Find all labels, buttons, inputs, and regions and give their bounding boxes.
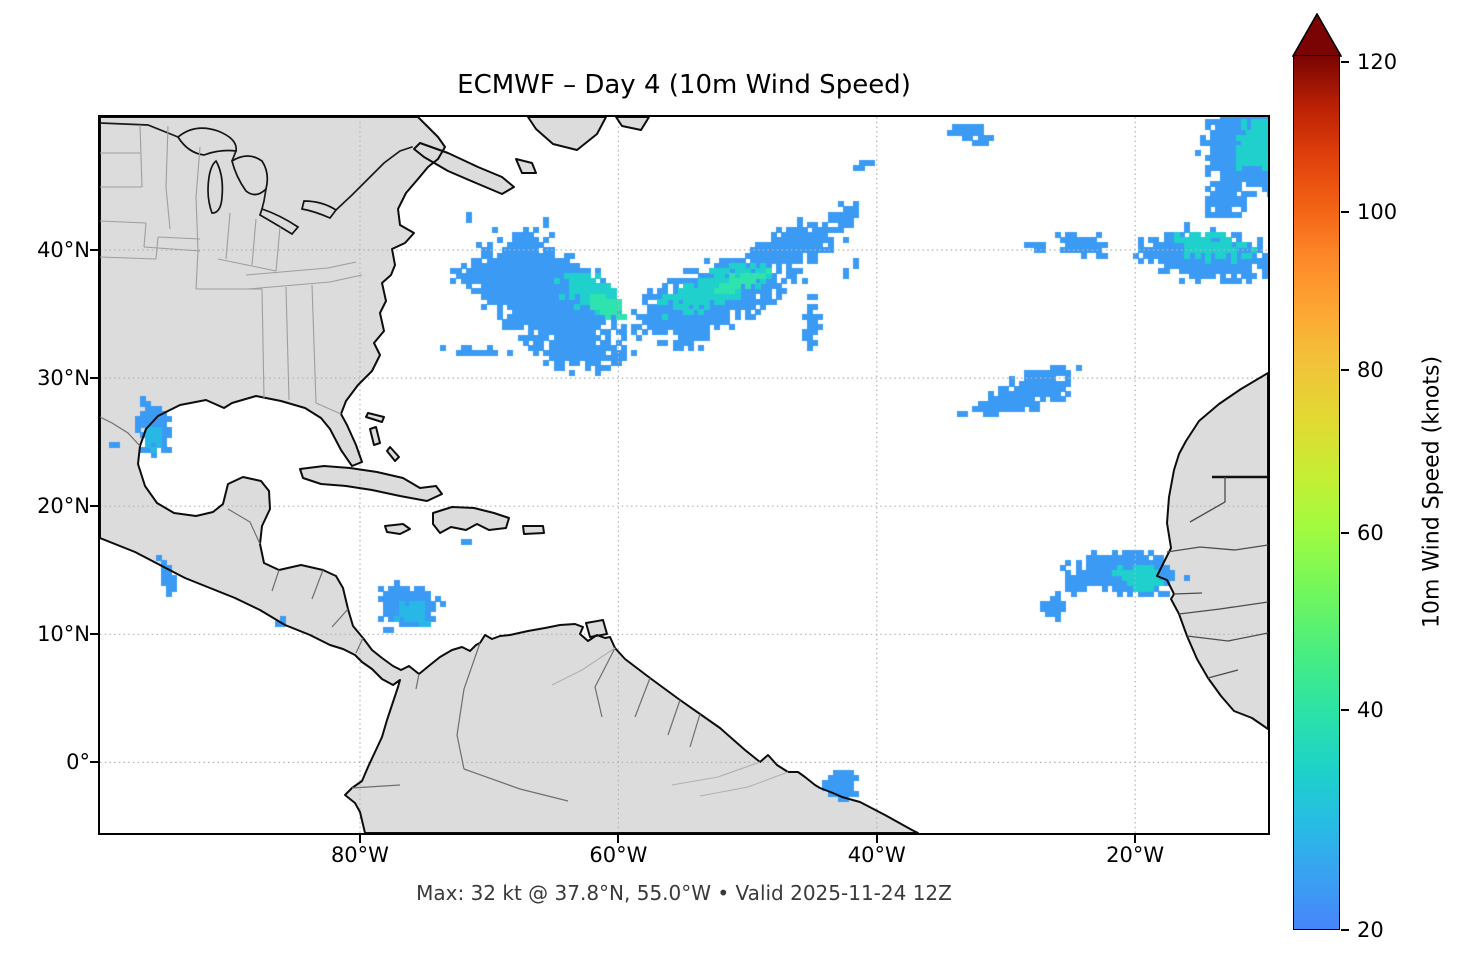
- x-axis-tick-mark: [875, 835, 878, 843]
- x-axis-tick-label: 40°W: [847, 843, 906, 867]
- colorbar-tick-mark: [1341, 929, 1349, 931]
- us-canada-border: [100, 122, 413, 211]
- rivers: [551, 647, 789, 797]
- colorbar-tick-mark: [1341, 210, 1349, 213]
- x-axis-tick-mark: [617, 835, 620, 843]
- country-borders: [100, 416, 701, 802]
- colorbar-tick-label: 60: [1357, 520, 1384, 545]
- x-axis-tick-label: 60°W: [589, 843, 648, 867]
- colorbar-tick-mark: [1341, 531, 1349, 534]
- colorbar-tick-mark: [1341, 709, 1349, 712]
- colorbar-tick-label: 80: [1357, 358, 1384, 382]
- colorbar-tick-label: 120: [1357, 50, 1398, 74]
- colorbar-tick-label: 40: [1357, 698, 1384, 723]
- colorbar-axis-label: 10m Wind Speed (knots): [1419, 355, 1445, 629]
- graticule-gridlines: [100, 117, 1268, 833]
- y-axis-tick-mark: [90, 248, 98, 251]
- y-axis-tick-label: 20°N: [37, 494, 90, 519]
- x-axis-tick-label: 80°W: [330, 843, 389, 867]
- map-plot-area: [98, 115, 1270, 835]
- x-axis-tick-mark: [358, 835, 361, 843]
- y-axis-tick-mark: [90, 377, 98, 380]
- x-axis-tick-label: 20°W: [1106, 843, 1165, 867]
- wind-speed-raster: [100, 117, 1268, 833]
- figure-title: ECMWF – Day 4 (10m Wind Speed): [457, 70, 911, 100]
- great-lakes-outline: [176, 127, 338, 236]
- colorbar-tick-mark: [1341, 369, 1349, 371]
- y-axis-tick-label: 0°: [66, 750, 90, 775]
- africa-country-borders: [1166, 477, 1268, 679]
- colorbar-extend-arrow: [1292, 13, 1342, 57]
- map-line-layer: [100, 117, 1268, 833]
- y-axis-tick-label: 40°N: [37, 237, 90, 262]
- max-wind-caption: Max: 32 kt @ 37.8°N, 55.0°W • Valid 2025…: [416, 881, 952, 905]
- y-axis-tick-label: 30°N: [37, 366, 90, 391]
- colorbar-tick-label: 20: [1357, 918, 1384, 942]
- us-state-borders: [100, 124, 363, 415]
- y-axis-tick-label: 10°N: [37, 622, 90, 647]
- x-axis-tick-mark: [1134, 835, 1137, 843]
- colorbar-tick-label: 100: [1357, 199, 1398, 224]
- colorbar-tick-mark: [1341, 61, 1349, 63]
- y-axis-tick-mark: [90, 761, 98, 764]
- colorbar: [1293, 55, 1340, 930]
- y-axis-tick-mark: [90, 633, 98, 636]
- y-axis-tick-mark: [90, 505, 98, 508]
